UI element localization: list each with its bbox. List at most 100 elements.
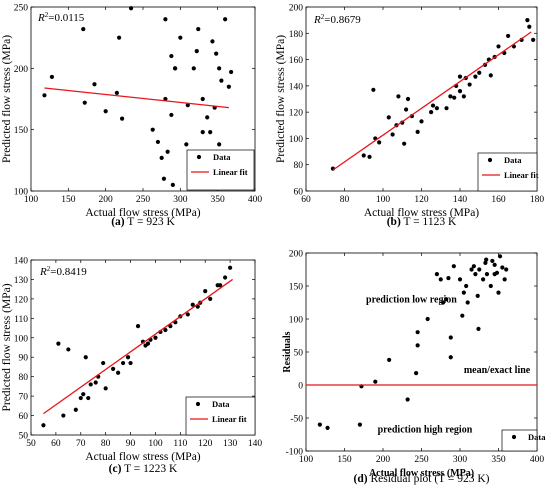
data-point (496, 44, 501, 49)
data-point (165, 149, 170, 154)
data-point (415, 343, 420, 348)
data-point (484, 272, 490, 277)
panel-3: 50 60 70 80 90 100 110 120 130 140 50 60 70 80 90 100 11… (1, 257, 262, 476)
x-tick-label: 400 (530, 455, 545, 465)
data-point (464, 283, 469, 289)
data-point (531, 37, 536, 42)
r-squared-label: R2=0.8679 (313, 13, 361, 26)
x-tick-label: 150 (61, 195, 76, 205)
squared-superscript: 2 (321, 13, 325, 21)
data-point (390, 132, 395, 137)
data-point (386, 115, 391, 120)
x-tick-label: 300 (173, 195, 188, 205)
data-point (448, 94, 453, 99)
data-point (185, 312, 190, 317)
data-point (476, 326, 481, 331)
data-point (196, 26, 201, 32)
data-point (492, 272, 497, 277)
data-point (457, 74, 463, 79)
legend-box (477, 152, 538, 192)
x-tick-label: 200 (376, 455, 391, 465)
caption-letter: (a) (111, 216, 125, 228)
data-point (357, 422, 362, 427)
data-point (387, 357, 392, 363)
data-point (117, 35, 122, 40)
y-tick-label: 60 (294, 188, 304, 198)
caption-text: T = 923 K (125, 216, 176, 228)
data-point (163, 17, 168, 22)
x-tick-label: 300 (453, 455, 468, 465)
data-point (120, 360, 126, 366)
x-tick-label: 100 (299, 455, 314, 465)
data-point (525, 18, 530, 23)
data-point (184, 142, 189, 147)
data-point (73, 407, 78, 412)
data-point (223, 17, 228, 22)
data-point (473, 74, 478, 79)
x-axis-label: Actual flow stress (MPa) (369, 468, 474, 479)
panel-caption: (a) T = 923 K (111, 216, 175, 228)
y-tick-label: 50 (294, 349, 304, 359)
data-point (56, 341, 61, 346)
x-tick-label: 180 (530, 195, 545, 205)
y-axis-label: Predicted flow stress (MPa) (1, 283, 13, 411)
data-point (414, 371, 419, 376)
data-point (61, 413, 66, 418)
y-tick-label: -50 (290, 415, 303, 425)
x-tick-label: 70 (76, 439, 86, 449)
annotation-1: prediction low region (366, 295, 457, 306)
y-tick-label: 200 (289, 250, 304, 260)
x-tick-label: 120 (414, 195, 429, 205)
data-point (457, 89, 463, 94)
data-point (217, 66, 222, 71)
data-point (460, 313, 465, 318)
data-point (446, 275, 451, 281)
squared-superscript: 2 (45, 11, 49, 19)
y-tick-label: 140 (289, 82, 304, 92)
annotation-3: prediction high region (378, 425, 473, 436)
data-point (425, 316, 430, 322)
caption-text: Residual plot (T = 923 K) (368, 473, 490, 485)
data-point (467, 82, 472, 87)
data-point (103, 109, 108, 114)
x-tick-label: 150 (337, 455, 352, 465)
data-point (125, 355, 131, 360)
data-point (190, 302, 195, 307)
data-point (471, 264, 476, 269)
data-point (111, 366, 116, 371)
data-point (218, 283, 223, 288)
panel-caption: (d) Residual plot (T = 923 K) (354, 473, 490, 485)
legend-label: Data (528, 432, 546, 442)
data-point (373, 379, 378, 384)
data-point (451, 264, 456, 269)
data-point (465, 300, 470, 305)
data-point (506, 33, 511, 39)
data-point (200, 96, 205, 102)
data-point (377, 140, 382, 145)
data-point (492, 262, 497, 267)
data-point (361, 153, 366, 158)
legend-box (501, 429, 538, 452)
data-point (484, 257, 489, 262)
y-tick-label: 50 (19, 432, 29, 442)
legend-label: Data (212, 399, 230, 409)
data-point (475, 293, 480, 298)
fit-line (332, 31, 532, 171)
x-tick-label: 100 (376, 195, 391, 205)
legend: Data Linear fit (477, 152, 539, 192)
data-point (163, 327, 168, 333)
legend-data-marker (511, 434, 517, 440)
data-point (434, 106, 439, 111)
data-point (430, 103, 436, 108)
data-point (448, 335, 453, 340)
x-tick-label: 50 (26, 439, 36, 449)
y-tick-label: 0 (298, 382, 303, 392)
data-point (461, 94, 466, 99)
legend: Data Linear fit (186, 149, 255, 191)
r-squared-label: R2=0.0115 (37, 11, 85, 24)
data-point (163, 96, 168, 102)
y-tick-label: 130 (14, 276, 29, 286)
x-tick-label: 140 (453, 195, 468, 205)
panel-4: 100 150 200 250 300 350 400 -100 -50 0 50 100 150 200… (282, 250, 546, 486)
